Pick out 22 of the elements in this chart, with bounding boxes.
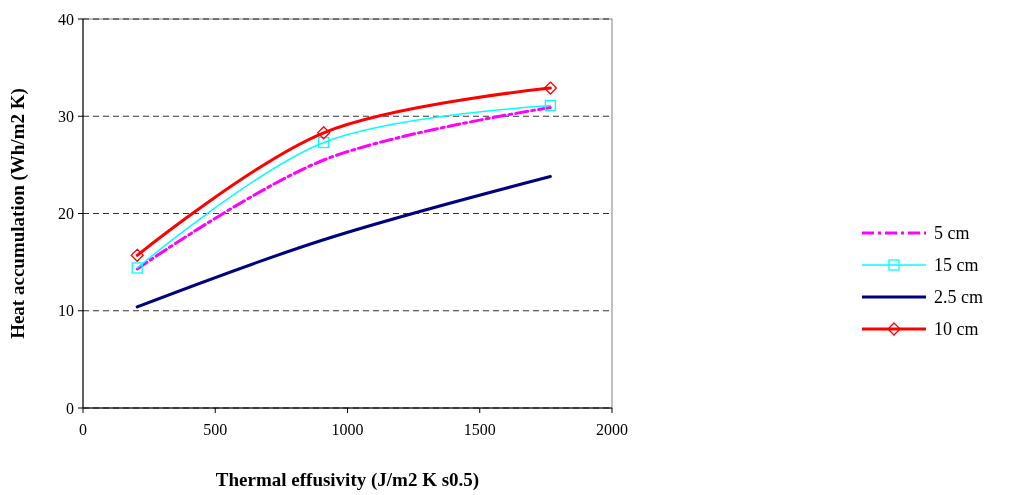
- x-tick-label: 1500: [463, 421, 496, 438]
- legend-label: 15 cm: [934, 255, 979, 276]
- x-tick-label: 1000: [331, 421, 364, 438]
- y-tick-label: 20: [58, 205, 74, 223]
- x-tick-label: 500: [203, 421, 228, 438]
- point: [317, 126, 331, 140]
- y-tick-label: 0: [66, 399, 74, 417]
- x-tick-label: 0: [79, 421, 87, 438]
- legend-label: 5 cm: [934, 223, 970, 244]
- point: [318, 136, 330, 149]
- y-tick-label: 10: [58, 302, 74, 320]
- y-tick-label: 40: [58, 10, 74, 28]
- point: [130, 248, 144, 262]
- x-axis-title: Thermal effusivity (J/m2 K s0.5): [215, 469, 480, 491]
- y-axis-title: Heat accumulation (Wh/m2 K): [7, 88, 29, 339]
- point: [544, 99, 557, 112]
- point: [131, 262, 143, 274]
- x-tick-label: 2000: [596, 421, 628, 438]
- legend-label: 2.5 cm: [934, 287, 983, 308]
- y-tick-label: 30: [58, 107, 74, 125]
- point: [543, 81, 558, 95]
- legend-label: 10 cm: [934, 319, 979, 340]
